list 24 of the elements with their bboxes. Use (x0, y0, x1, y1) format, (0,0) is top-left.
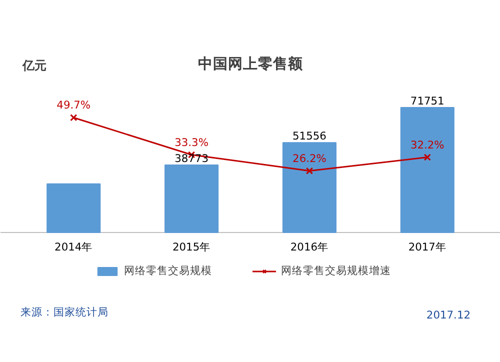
point (70, 114, 78, 122)
data-label: 33.3% (174, 136, 208, 149)
x-tick-label: 2014年 (54, 240, 93, 254)
y-axis-title: 亿元 (22, 58, 46, 72)
data-label: 32.2% (410, 138, 444, 152)
x-tick-label: 2017年 (408, 240, 446, 254)
bar (164, 164, 219, 233)
legend-label: 网络零售交易规模 (124, 264, 212, 278)
data-label: 49.7% (56, 98, 91, 112)
legend-label: 网络零售交易规模增速 (281, 264, 391, 278)
text: 2017.12 (426, 308, 471, 322)
data-label: 71751 (410, 94, 444, 108)
bar (46, 183, 101, 233)
bar (400, 107, 454, 233)
chart-title: 中国网上零售额 (198, 54, 304, 72)
x-tick-label: 2016年 (290, 240, 329, 254)
point (424, 154, 431, 161)
x-tick-label: 2015年 (172, 240, 211, 254)
data-label: 51556 (292, 130, 327, 143)
data-label: 38773 (174, 152, 208, 165)
bar (282, 142, 336, 233)
data-label: 26.2% (292, 152, 326, 165)
point (306, 167, 314, 174)
source-note: 来源：国家统计局 (20, 306, 108, 318)
